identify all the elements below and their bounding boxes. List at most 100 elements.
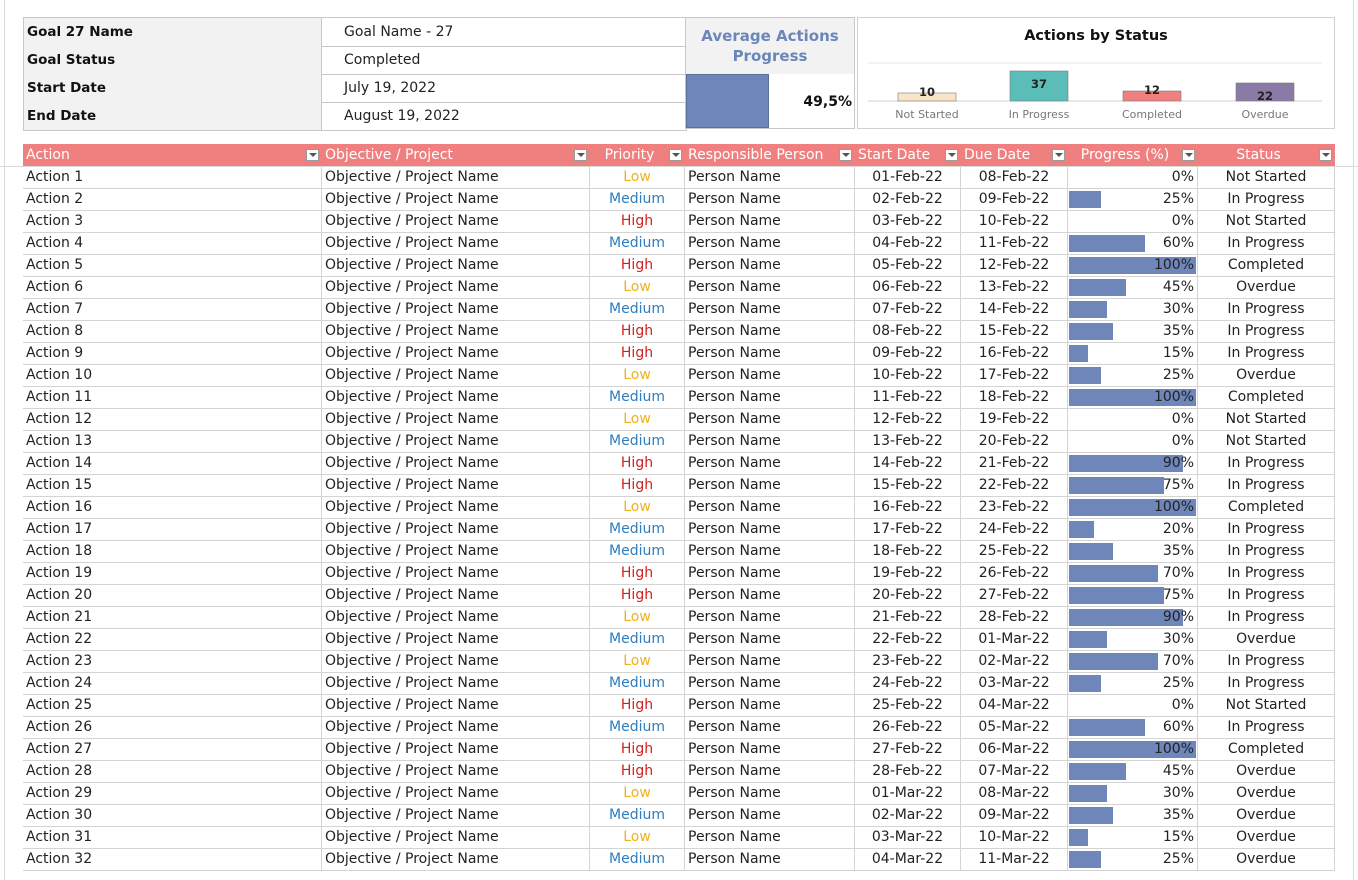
table-row[interactable]: Action 28 Objective / Project Name High Per… bbox=[23, 761, 1335, 783]
cell-due[interactable]: 04-Mar-22 bbox=[961, 695, 1068, 716]
cell-start[interactable]: 11-Feb-22 bbox=[855, 387, 961, 408]
cell-start[interactable]: 20-Feb-22 bbox=[855, 585, 961, 606]
cell-objective[interactable]: Objective / Project Name bbox=[322, 475, 590, 496]
cell-progress[interactable]: 100% bbox=[1068, 387, 1198, 408]
column-header-objective[interactable]: Objective / Project bbox=[325, 147, 453, 163]
cell-progress[interactable]: 100% bbox=[1068, 255, 1198, 276]
cell-progress[interactable]: 100% bbox=[1068, 497, 1198, 518]
cell-action[interactable]: Action 25 bbox=[23, 695, 322, 716]
cell-action[interactable]: Action 22 bbox=[23, 629, 322, 650]
cell-objective[interactable]: Objective / Project Name bbox=[322, 299, 590, 320]
cell-due[interactable]: 25-Feb-22 bbox=[961, 541, 1068, 562]
table-row[interactable]: Action 7 Objective / Project Name Medium Pe… bbox=[23, 299, 1335, 321]
cell-person[interactable]: Person Name bbox=[685, 167, 855, 188]
cell-due[interactable]: 07-Mar-22 bbox=[961, 761, 1068, 782]
column-header-status[interactable]: Status bbox=[1236, 147, 1281, 163]
cell-action[interactable]: Action 6 bbox=[23, 277, 322, 298]
cell-person[interactable]: Person Name bbox=[685, 497, 855, 518]
cell-person[interactable]: Person Name bbox=[685, 233, 855, 254]
cell-start[interactable]: 22-Feb-22 bbox=[855, 629, 961, 650]
cell-start[interactable]: 10-Feb-22 bbox=[855, 365, 961, 386]
cell-action[interactable]: Action 15 bbox=[23, 475, 322, 496]
cell-objective[interactable]: Objective / Project Name bbox=[322, 409, 590, 430]
cell-action[interactable]: Action 9 bbox=[23, 343, 322, 364]
filter-dropdown-icon[interactable] bbox=[1182, 149, 1195, 161]
cell-action[interactable]: Action 16 bbox=[23, 497, 322, 518]
cell-status[interactable]: Completed bbox=[1198, 255, 1335, 276]
cell-status[interactable]: In Progress bbox=[1198, 563, 1335, 584]
cell-status[interactable]: Overdue bbox=[1198, 805, 1335, 826]
table-row[interactable]: Action 16 Objective / Project Name Low Pers… bbox=[23, 497, 1335, 519]
table-row[interactable]: Action 1 Objective / Project Name Low Perso… bbox=[23, 167, 1335, 189]
cell-due[interactable]: 21-Feb-22 bbox=[961, 453, 1068, 474]
cell-priority[interactable]: Medium bbox=[590, 519, 685, 540]
cell-action[interactable]: Action 11 bbox=[23, 387, 322, 408]
cell-progress[interactable]: 60% bbox=[1068, 233, 1198, 254]
cell-priority[interactable]: Low bbox=[590, 783, 685, 804]
cell-due[interactable]: 26-Feb-22 bbox=[961, 563, 1068, 584]
cell-progress[interactable]: 100% bbox=[1068, 739, 1198, 760]
cell-action[interactable]: Action 13 bbox=[23, 431, 322, 452]
cell-person[interactable]: Person Name bbox=[685, 563, 855, 584]
cell-progress[interactable]: 25% bbox=[1068, 189, 1198, 210]
cell-status[interactable]: In Progress bbox=[1198, 475, 1335, 496]
cell-person[interactable]: Person Name bbox=[685, 299, 855, 320]
cell-due[interactable]: 08-Mar-22 bbox=[961, 783, 1068, 804]
cell-due[interactable]: 10-Feb-22 bbox=[961, 211, 1068, 232]
cell-due[interactable]: 23-Feb-22 bbox=[961, 497, 1068, 518]
cell-person[interactable]: Person Name bbox=[685, 189, 855, 210]
cell-progress[interactable]: 45% bbox=[1068, 277, 1198, 298]
cell-start[interactable]: 18-Feb-22 bbox=[855, 541, 961, 562]
cell-person[interactable]: Person Name bbox=[685, 321, 855, 342]
cell-priority[interactable]: High bbox=[590, 255, 685, 276]
cell-status[interactable]: In Progress bbox=[1198, 453, 1335, 474]
cell-progress[interactable]: 15% bbox=[1068, 343, 1198, 364]
cell-start[interactable]: 07-Feb-22 bbox=[855, 299, 961, 320]
cell-objective[interactable]: Objective / Project Name bbox=[322, 563, 590, 584]
cell-action[interactable]: Action 1 bbox=[23, 167, 322, 188]
cell-status[interactable]: In Progress bbox=[1198, 343, 1335, 364]
cell-person[interactable]: Person Name bbox=[685, 673, 855, 694]
cell-due[interactable]: 22-Feb-22 bbox=[961, 475, 1068, 496]
cell-due[interactable]: 12-Feb-22 bbox=[961, 255, 1068, 276]
cell-status[interactable]: In Progress bbox=[1198, 585, 1335, 606]
cell-status[interactable]: Overdue bbox=[1198, 629, 1335, 650]
cell-progress[interactable]: 25% bbox=[1068, 673, 1198, 694]
cell-action[interactable]: Action 30 bbox=[23, 805, 322, 826]
table-row[interactable]: Action 18 Objective / Project Name Medium P… bbox=[23, 541, 1335, 563]
cell-person[interactable]: Person Name bbox=[685, 607, 855, 628]
cell-start[interactable]: 27-Feb-22 bbox=[855, 739, 961, 760]
cell-action[interactable]: Action 28 bbox=[23, 761, 322, 782]
column-header-start[interactable]: Start Date bbox=[858, 147, 931, 163]
cell-status[interactable]: In Progress bbox=[1198, 607, 1335, 628]
table-row[interactable]: Action 20 Objective / Project Name High Per… bbox=[23, 585, 1335, 607]
cell-action[interactable]: Action 7 bbox=[23, 299, 322, 320]
chart-bar-completed[interactable] bbox=[1122, 90, 1182, 102]
cell-start[interactable]: 06-Feb-22 bbox=[855, 277, 961, 298]
cell-objective[interactable]: Objective / Project Name bbox=[322, 167, 590, 188]
column-header-action[interactable]: Action bbox=[26, 147, 70, 163]
cell-action[interactable]: Action 24 bbox=[23, 673, 322, 694]
cell-objective[interactable]: Objective / Project Name bbox=[322, 431, 590, 452]
cell-due[interactable]: 17-Feb-22 bbox=[961, 365, 1068, 386]
table-row[interactable]: Action 32 Objective / Project Name Medium P… bbox=[23, 849, 1335, 871]
cell-start[interactable]: 08-Feb-22 bbox=[855, 321, 961, 342]
table-row[interactable]: Action 6 Objective / Project Name Low Perso… bbox=[23, 277, 1335, 299]
cell-due[interactable]: 24-Feb-22 bbox=[961, 519, 1068, 540]
table-row[interactable]: Action 3 Objective / Project Name High Pers… bbox=[23, 211, 1335, 233]
cell-objective[interactable]: Objective / Project Name bbox=[322, 673, 590, 694]
filter-dropdown-icon[interactable] bbox=[669, 149, 682, 161]
cell-start[interactable]: 21-Feb-22 bbox=[855, 607, 961, 628]
cell-status[interactable]: Overdue bbox=[1198, 827, 1335, 848]
cell-progress[interactable]: 35% bbox=[1068, 321, 1198, 342]
cell-objective[interactable]: Objective / Project Name bbox=[322, 277, 590, 298]
cell-person[interactable]: Person Name bbox=[685, 519, 855, 540]
cell-person[interactable]: Person Name bbox=[685, 431, 855, 452]
cell-progress[interactable]: 45% bbox=[1068, 761, 1198, 782]
cell-progress[interactable]: 25% bbox=[1068, 849, 1198, 870]
cell-priority[interactable]: Medium bbox=[590, 387, 685, 408]
cell-objective[interactable]: Objective / Project Name bbox=[322, 211, 590, 232]
cell-priority[interactable]: Medium bbox=[590, 673, 685, 694]
filter-dropdown-icon[interactable] bbox=[1319, 149, 1332, 161]
cell-action[interactable]: Action 20 bbox=[23, 585, 322, 606]
